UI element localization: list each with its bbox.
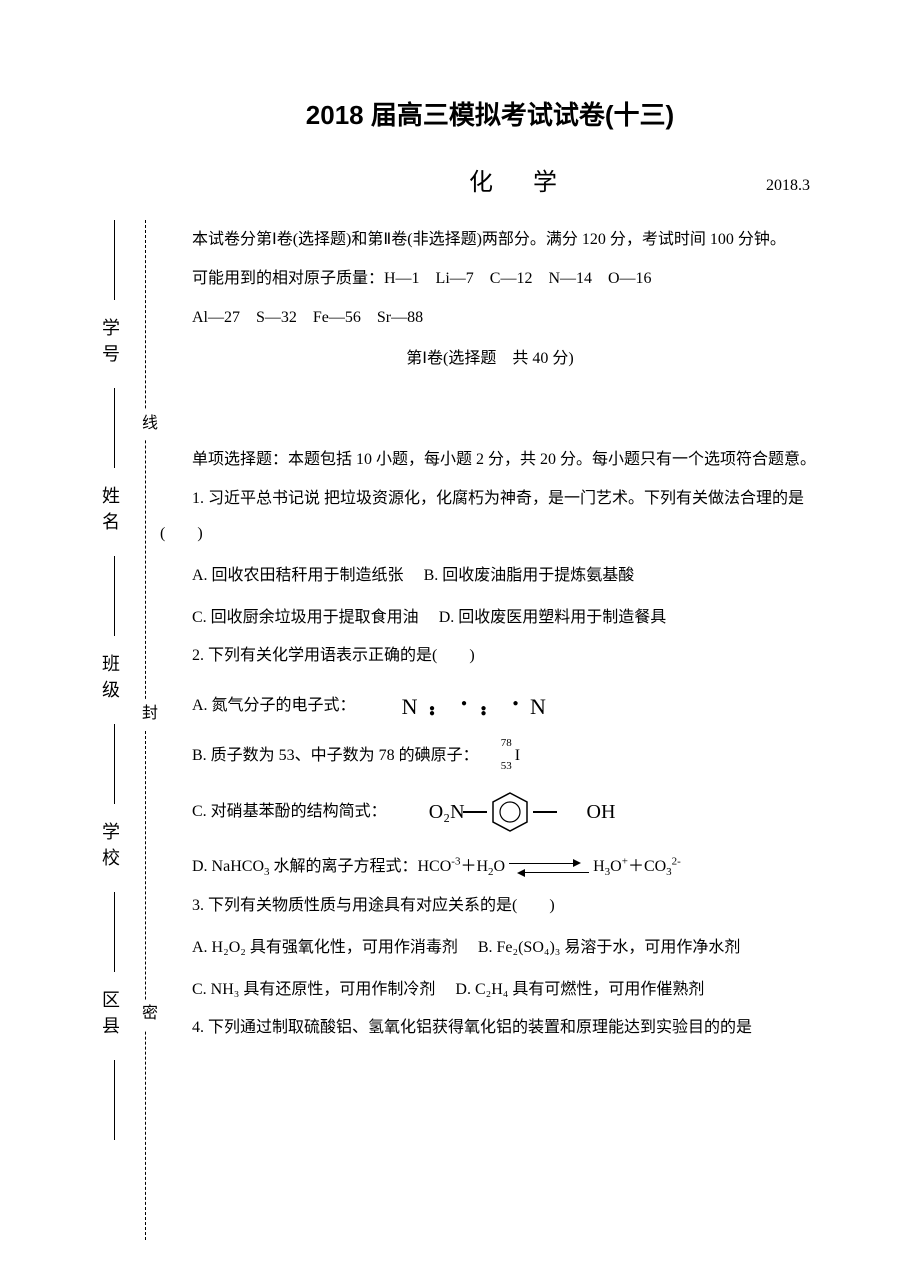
q1-c: C. 回收厨余垃圾用于提取食用油 xyxy=(192,609,419,626)
q3-options-cd: C. NH₃ 具有还原性，可用作制冷剂 D. C₂H₄ 具有可燃性，可用作催熟剂 xyxy=(160,969,820,1011)
atomic-number: 53 xyxy=(469,752,512,781)
label-student-id: 学号 xyxy=(97,318,123,370)
equilibrium-arrow-icon xyxy=(509,862,589,874)
benzene-ring-icon xyxy=(489,791,531,833)
nitrophenol-structure: O₂N OH xyxy=(387,786,616,838)
exam-date: 2018.3 xyxy=(766,177,820,195)
q2-d-p6: O xyxy=(610,858,622,875)
label-school: 学校 xyxy=(97,822,123,874)
q1-a: A. 回收农田秸秆用于制造纸张 xyxy=(192,567,404,584)
intro-p3: Al—27 S—32 Fe—56 Sr—88 xyxy=(160,300,820,335)
element-symbol: I xyxy=(515,747,520,764)
n-right: N xyxy=(530,694,548,719)
binding-sidebar: 学号 姓名 班级 学校 区县 xyxy=(85,220,135,1240)
q2-d-p7: ＋CO xyxy=(628,858,666,875)
q3-options-ab: A. H₂O₂ 具有强氧化性，可用作消毒剂 B. Fe₂(SO₄)₃ 易溶于水，… xyxy=(160,927,820,969)
bond-icon xyxy=(463,811,487,813)
sub: 3 xyxy=(666,866,672,878)
section-1-label: 第Ⅰ卷(选择题 共 40 分) xyxy=(160,344,820,368)
subject-name: 化学 xyxy=(160,162,766,197)
lewis-structure: N ●●● ●●● N xyxy=(356,678,548,735)
oh-group: OH xyxy=(555,786,616,838)
dash-label-line: 线 xyxy=(135,410,159,440)
intro-p2: 可能用到的相对原子质量：H—1 Li—7 C—12 N—14 O—16 xyxy=(160,261,820,296)
main-content: 2018 届高三模拟考试试卷(十三) 化学 2018.3 本试卷分第Ⅰ卷(选择题… xyxy=(160,95,820,1049)
bond-icon xyxy=(533,811,557,813)
q2-b-label: B. 质子数为 53、中子数为 78 的碘原子： xyxy=(160,735,479,777)
no2-group: O₂N xyxy=(397,786,465,838)
sup: 2- xyxy=(672,856,681,868)
underline xyxy=(114,1060,115,1140)
q3-c: C. NH₃ 具有还原性，可用作制冷剂 xyxy=(192,981,435,998)
q2-d-p3: ＋H xyxy=(460,858,488,875)
intro-p1: 本试卷分第Ⅰ卷(选择题)和第Ⅱ卷(非选择题)两部分。满分 120 分，考试时间 … xyxy=(160,222,820,257)
subject-line: 化学 2018.3 xyxy=(160,162,820,197)
q1-options-cd: C. 回收厨余垃圾用于提取食用油 D. 回收废医用塑料用于制造餐具 xyxy=(160,597,820,639)
q3-d: D. C₂H₄ 具有可燃性，可用作催熟剂 xyxy=(455,981,704,998)
q2-d-p1: D. NaHCO xyxy=(192,858,264,875)
q3-a: A. H₂O₂ 具有强氧化性，可用作消毒剂 xyxy=(192,939,458,956)
spacer xyxy=(160,382,820,442)
q1-d: D. 回收废医用塑料用于制造餐具 xyxy=(439,609,667,626)
q1-b: B. 回收废油脂用于提炼氨基酸 xyxy=(424,567,635,584)
q4-stem: 4. 下列通过制取硫酸铝、氢氧化铝获得氧化铝的装置和原理能达到实验目的的是 xyxy=(160,1010,820,1045)
q3-stem: 3. 下列有关物质性质与用途具有对应关系的是( ) xyxy=(160,888,820,923)
q2-b: B. 质子数为 53、中子数为 78 的碘原子： 78 53 I xyxy=(160,735,820,777)
q2-d-p5: H xyxy=(593,858,605,875)
q2-d-p2: 水解的离子方程式：HCO xyxy=(270,858,452,875)
q1-stem: 1. 习近平总书记说 把垃圾资源化，化腐朽为神奇，是一门艺术。下列有关做法合理的… xyxy=(160,481,820,551)
isotope-notation: 78 53 I xyxy=(479,735,520,777)
underline xyxy=(114,388,115,468)
instructions: 单项选择题：本题包括 10 小题，每小题 2 分，共 20 分。每小题只有一个选… xyxy=(160,442,820,477)
dash-label-secret: 密 xyxy=(135,1000,159,1030)
underline xyxy=(114,220,115,300)
q1-options-ab: A. 回收农田秸秆用于制造纸张 B. 回收废油脂用于提炼氨基酸 xyxy=(160,555,820,597)
q2-stem: 2. 下列有关化学用语表示正确的是( ) xyxy=(160,638,820,673)
underline xyxy=(114,556,115,636)
label-name: 姓名 xyxy=(97,486,123,538)
q2-d: D. NaHCO3 水解的离子方程式：HCO-3＋H2O H3O+＋CO32- xyxy=(160,846,820,888)
q2-d-p4: O xyxy=(494,858,506,875)
dots-icon: ●●● xyxy=(427,701,471,716)
sealing-line xyxy=(145,220,146,1240)
q3-b: B. Fe₂(SO₄)₃ 易溶于水，可用作净水剂 xyxy=(478,939,741,956)
dots-icon: ●●● xyxy=(479,701,523,716)
underline xyxy=(114,892,115,972)
underline xyxy=(114,724,115,804)
q2-a-label: A. 氮气分子的电子式： xyxy=(160,685,356,727)
exam-title: 2018 届高三模拟考试试卷(十三) xyxy=(160,95,820,132)
q2-c: C. 对硝基苯酚的结构简式： O₂N OH xyxy=(160,786,820,838)
q2-c-label: C. 对硝基苯酚的结构简式： xyxy=(160,791,387,833)
dash-label-seal: 封 xyxy=(135,700,159,730)
q2-a: A. 氮气分子的电子式： N ●●● ●●● N xyxy=(160,678,820,735)
n-left: N xyxy=(402,694,420,719)
label-district: 区县 xyxy=(97,990,123,1042)
label-class: 班级 xyxy=(97,654,123,706)
